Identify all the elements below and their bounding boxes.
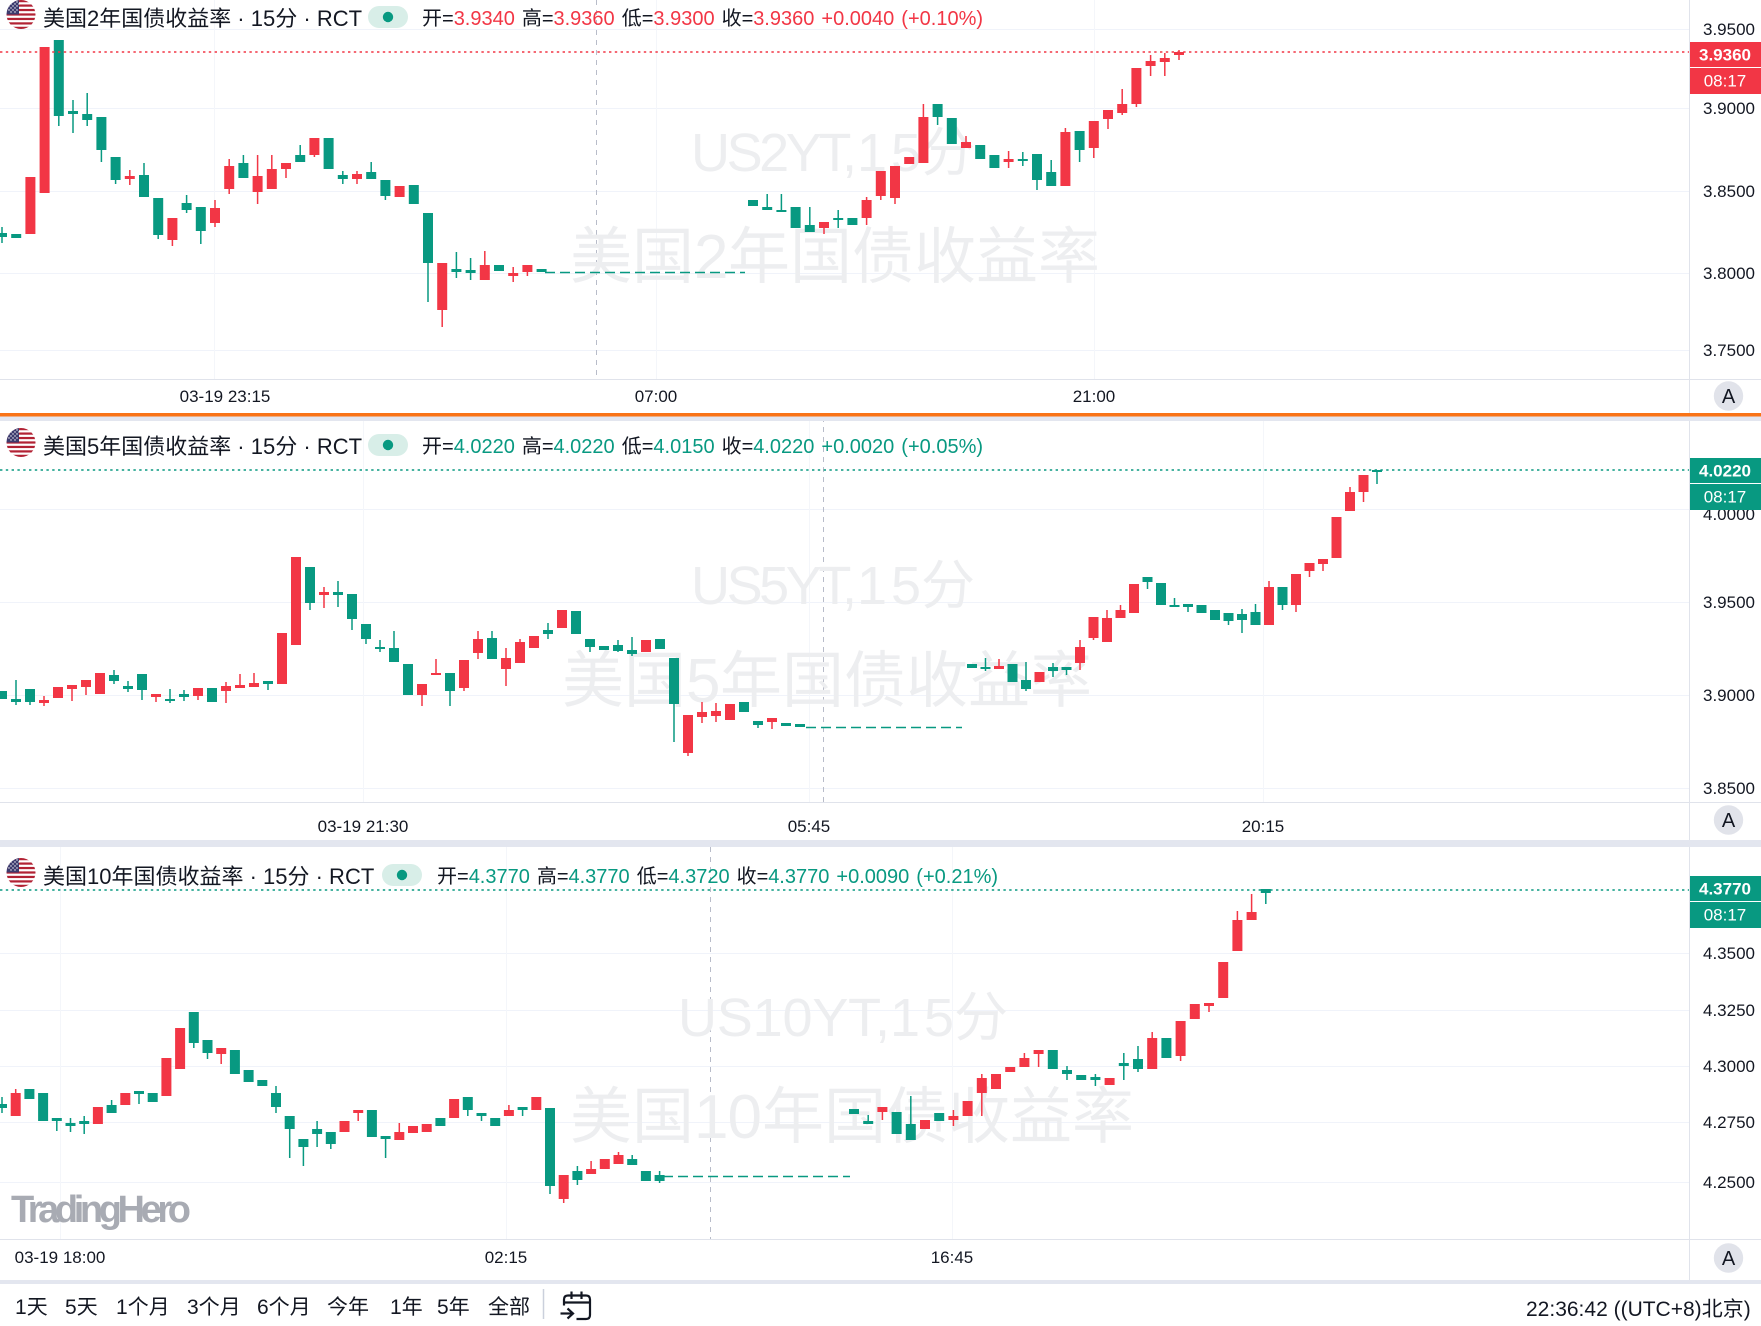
svg-text:=: = (757, 866, 769, 888)
svg-text:(+0.21%): (+0.21%) (916, 866, 998, 888)
svg-text:5: 5 (65, 1296, 77, 1319)
svg-text:20:15: 20:15 (1242, 817, 1285, 836)
svg-text:1: 1 (15, 1296, 27, 1319)
svg-text:=: = (442, 436, 454, 458)
svg-text:4.3770: 4.3770 (569, 866, 630, 888)
svg-text:4.0150: 4.0150 (653, 436, 714, 458)
svg-text:· 15: · 15 (231, 6, 275, 31)
svg-text:4.0220: 4.0220 (753, 436, 814, 458)
svg-text:3.8500: 3.8500 (1703, 182, 1755, 201)
svg-text:· RCT: · RCT (310, 864, 375, 889)
svg-text:08:17: 08:17 (1704, 906, 1747, 925)
svg-text:5: 5 (87, 434, 99, 459)
svg-text:4.3770: 4.3770 (469, 866, 530, 888)
svg-text:4.2500: 4.2500 (1703, 1173, 1755, 1192)
svg-text:2: 2 (87, 6, 99, 31)
svg-text:5: 5 (437, 1296, 449, 1319)
svg-text:4.0220: 4.0220 (454, 436, 515, 458)
svg-text:A: A (1722, 810, 1736, 832)
svg-text:=: = (657, 866, 669, 888)
svg-text:=: = (442, 8, 454, 30)
svg-text:US10YT,: US10YT, (678, 988, 890, 1048)
svg-text:03-19 21:30: 03-19 21:30 (318, 817, 409, 836)
svg-text:4.3500: 4.3500 (1703, 944, 1755, 963)
svg-text:4.3770: 4.3770 (1699, 880, 1751, 899)
svg-text:3.9340: 3.9340 (454, 8, 515, 30)
svg-text:1: 1 (390, 1296, 402, 1319)
svg-text:+0.0090: +0.0090 (836, 866, 909, 888)
svg-text:(+0.05%): (+0.05%) (901, 436, 983, 458)
svg-text:3.8000: 3.8000 (1703, 264, 1755, 283)
svg-text:4.3720: 4.3720 (668, 866, 729, 888)
svg-text:3.9500: 3.9500 (1703, 593, 1755, 612)
svg-text:4.2750: 4.2750 (1703, 1113, 1755, 1132)
svg-text:): ) (1744, 1298, 1751, 1321)
svg-text:02:15: 02:15 (485, 1248, 528, 1267)
svg-text:3.9300: 3.9300 (653, 8, 714, 30)
svg-text:3.9000: 3.9000 (1703, 99, 1755, 118)
svg-text:· RCT: · RCT (297, 434, 362, 459)
svg-text:4.0220: 4.0220 (1699, 462, 1751, 481)
svg-text:A: A (1722, 1248, 1736, 1270)
svg-text:=: = (642, 8, 654, 30)
svg-text:5: 5 (686, 647, 720, 716)
svg-text:=: = (742, 436, 754, 458)
svg-text:08:17: 08:17 (1704, 72, 1747, 91)
svg-text:1: 1 (116, 1296, 128, 1319)
svg-text:TradingHero: TradingHero (11, 1189, 191, 1231)
svg-text:6: 6 (257, 1296, 269, 1319)
svg-text:US2YT,: US2YT, (691, 123, 857, 183)
svg-text:21:00: 21:00 (1073, 387, 1116, 406)
svg-text:3.9000: 3.9000 (1703, 686, 1755, 705)
svg-text:03-19 23:15: 03-19 23:15 (180, 387, 271, 406)
svg-text:03-19 18:00: 03-19 18:00 (15, 1248, 106, 1267)
svg-text:=: = (742, 8, 754, 30)
svg-text:(+0.10%): (+0.10%) (901, 8, 983, 30)
svg-text:05:45: 05:45 (788, 817, 831, 836)
svg-text:3.9500: 3.9500 (1703, 20, 1755, 39)
svg-text:=: = (542, 436, 554, 458)
svg-text:10: 10 (87, 864, 111, 889)
svg-text:10: 10 (694, 1083, 762, 1152)
svg-text:4.3000: 4.3000 (1703, 1057, 1755, 1076)
svg-text:· 15: · 15 (244, 864, 288, 889)
svg-text:3.9360: 3.9360 (1699, 46, 1751, 65)
svg-text:4.0220: 4.0220 (554, 436, 615, 458)
svg-text:4.3770: 4.3770 (768, 866, 829, 888)
svg-text:3.9360: 3.9360 (554, 8, 615, 30)
svg-text:A: A (1722, 386, 1736, 408)
svg-text:16:45: 16:45 (931, 1248, 974, 1267)
svg-text:3: 3 (187, 1296, 199, 1319)
svg-text:3.7500: 3.7500 (1703, 341, 1755, 360)
svg-text:+0.0040: +0.0040 (821, 8, 894, 30)
svg-text:=: = (557, 866, 569, 888)
svg-text:3.8500: 3.8500 (1703, 779, 1755, 798)
svg-text:US5YT,: US5YT, (691, 556, 857, 616)
svg-text:=: = (642, 436, 654, 458)
svg-text:· 15: · 15 (231, 434, 275, 459)
svg-text:08:17: 08:17 (1704, 488, 1747, 507)
svg-text:=: = (457, 866, 469, 888)
svg-text:3.9360: 3.9360 (753, 8, 814, 30)
svg-text:4.3250: 4.3250 (1703, 1001, 1755, 1020)
svg-text:=: = (542, 8, 554, 30)
svg-text:+0.0020: +0.0020 (821, 436, 894, 458)
svg-text:2: 2 (694, 223, 728, 292)
svg-text:· RCT: · RCT (297, 6, 362, 31)
svg-text:07:00: 07:00 (635, 387, 678, 406)
svg-text:22:36:42 ((UTC+8): 22:36:42 ((UTC+8) (1526, 1298, 1702, 1321)
